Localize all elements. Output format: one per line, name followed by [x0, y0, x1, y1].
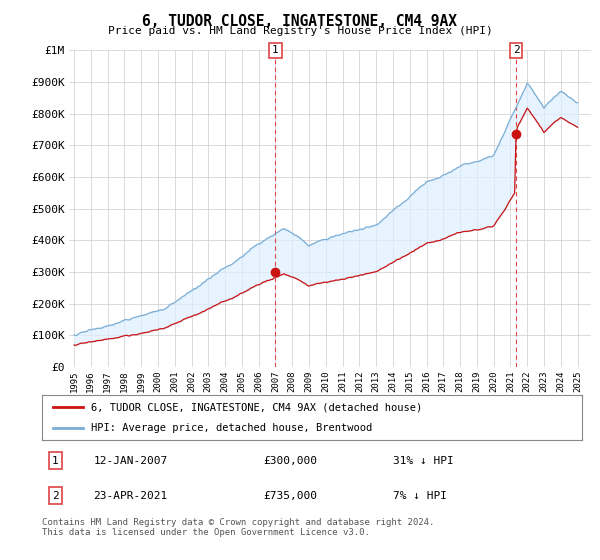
Text: 23-APR-2021: 23-APR-2021 [94, 491, 167, 501]
Text: 1: 1 [52, 456, 59, 465]
Text: 7% ↓ HPI: 7% ↓ HPI [393, 491, 447, 501]
Text: £735,000: £735,000 [263, 491, 317, 501]
Text: HPI: Average price, detached house, Brentwood: HPI: Average price, detached house, Bren… [91, 423, 372, 433]
Text: 6, TUDOR CLOSE, INGATESTONE, CM4 9AX: 6, TUDOR CLOSE, INGATESTONE, CM4 9AX [143, 14, 458, 29]
Text: 31% ↓ HPI: 31% ↓ HPI [393, 456, 454, 465]
Text: Contains HM Land Registry data © Crown copyright and database right 2024.
This d: Contains HM Land Registry data © Crown c… [42, 518, 434, 538]
Text: 6, TUDOR CLOSE, INGATESTONE, CM4 9AX (detached house): 6, TUDOR CLOSE, INGATESTONE, CM4 9AX (de… [91, 402, 422, 412]
Text: Price paid vs. HM Land Registry's House Price Index (HPI): Price paid vs. HM Land Registry's House … [107, 26, 493, 36]
Text: 1: 1 [272, 45, 279, 55]
Text: 2: 2 [52, 491, 59, 501]
Text: £300,000: £300,000 [263, 456, 317, 465]
Text: 2: 2 [512, 45, 520, 55]
Text: 12-JAN-2007: 12-JAN-2007 [94, 456, 167, 465]
